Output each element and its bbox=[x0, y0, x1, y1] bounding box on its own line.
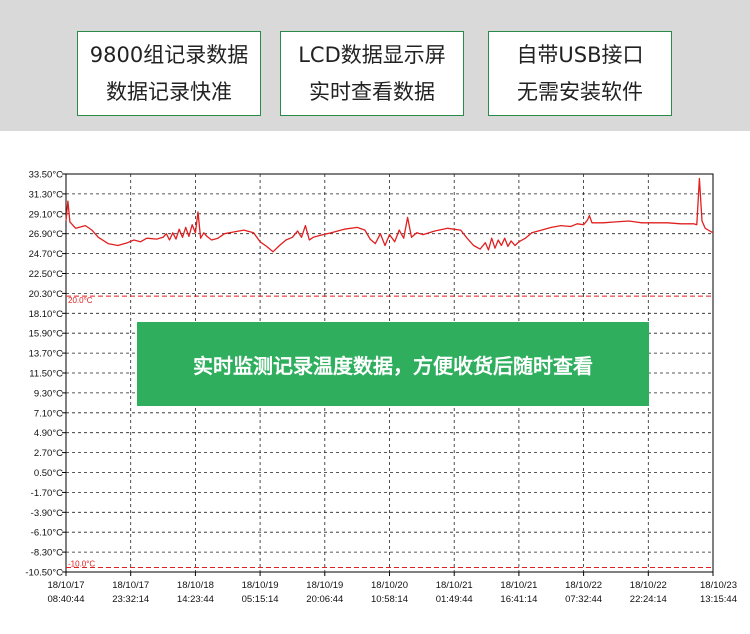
y-tick-label: -6.10°C bbox=[31, 528, 63, 539]
x-tick-date: 18/10/23 bbox=[700, 580, 737, 591]
y-tick-label: 24.70°C bbox=[29, 249, 64, 260]
feature-title: LCD数据显示屏 bbox=[298, 42, 446, 67]
x-tick-date: 18/10/21 bbox=[500, 580, 537, 591]
y-tick-label: 15.90°C bbox=[29, 329, 64, 340]
x-tick-date: 18/10/18 bbox=[177, 580, 214, 591]
x-tick-time: 08:40:44 bbox=[48, 594, 85, 605]
x-tick-time: 10:58:14 bbox=[371, 594, 408, 605]
y-tick-label: 13.70°C bbox=[29, 349, 64, 360]
y-tick-label: 33.50°C bbox=[29, 170, 64, 181]
x-tick-date: 18/10/20 bbox=[371, 580, 408, 591]
feature-subtitle: 实时查看数据 bbox=[309, 79, 435, 104]
feature-title: 自带USB接口 bbox=[516, 42, 644, 67]
y-tick-label: 20.30°C bbox=[29, 289, 64, 300]
x-tick-date: 18/10/19 bbox=[242, 580, 279, 591]
feature-title: 9800组记录数据 bbox=[89, 42, 249, 67]
x-tick-date: 18/10/17 bbox=[48, 580, 85, 591]
x-tick-date: 18/10/22 bbox=[565, 580, 602, 591]
x-tick-date: 18/10/21 bbox=[436, 580, 473, 591]
feature-box-usb: 自带USB接口 无需安装软件 bbox=[488, 31, 672, 116]
feature-subtitle: 数据记录快准 bbox=[106, 79, 232, 104]
x-tick-time: 20:06:44 bbox=[306, 594, 343, 605]
y-tick-label: 0.50°C bbox=[34, 468, 63, 479]
y-tick-label: -1.70°C bbox=[31, 488, 63, 499]
feature-box-storage: 9800组记录数据 数据记录快准 bbox=[77, 31, 261, 116]
y-tick-label: -10.50°C bbox=[25, 568, 63, 579]
y-tick-label: 22.50°C bbox=[29, 269, 64, 280]
y-tick-label: 18.10°C bbox=[29, 309, 64, 320]
y-tick-label: -8.30°C bbox=[31, 548, 63, 559]
feature-band: 9800组记录数据 数据记录快准 LCD数据显示屏 实时查看数据 自带USB接口… bbox=[0, 0, 750, 131]
banner-text: 实时监测记录温度数据，方便收货后随时查看 bbox=[193, 353, 593, 378]
x-tick-time: 07:32:44 bbox=[565, 594, 602, 605]
promo-banner: 实时监测记录温度数据，方便收货后随时查看 bbox=[137, 322, 649, 406]
feature-subtitle: 无需安装软件 bbox=[517, 79, 643, 104]
threshold-label: 20.0°C bbox=[68, 296, 93, 305]
x-tick-time: 13:15:44 bbox=[700, 594, 737, 605]
y-tick-label: 7.10°C bbox=[34, 408, 63, 419]
x-tick-time: 22:24:14 bbox=[630, 594, 667, 605]
y-tick-label: 31.30°C bbox=[29, 189, 64, 200]
y-tick-label: 9.30°C bbox=[34, 388, 63, 399]
y-tick-label: 11.50°C bbox=[29, 369, 63, 380]
y-tick-label: 4.90°C bbox=[34, 428, 63, 439]
x-tick-time: 14:23:44 bbox=[177, 594, 214, 605]
x-tick-date: 18/10/22 bbox=[630, 580, 667, 591]
feature-box-lcd: LCD数据显示屏 实时查看数据 bbox=[280, 31, 464, 116]
threshold-label: -10.0°C bbox=[68, 559, 95, 568]
y-tick-label: 26.90°C bbox=[29, 229, 64, 240]
x-tick-time: 01:49:44 bbox=[436, 594, 473, 605]
y-tick-label: 29.10°C bbox=[29, 209, 64, 220]
x-tick-time: 16:41:14 bbox=[500, 594, 537, 605]
y-tick-label: -3.90°C bbox=[31, 508, 63, 519]
x-tick-time: 23:32:14 bbox=[112, 594, 149, 605]
x-tick-date: 18/10/19 bbox=[306, 580, 343, 591]
x-tick-date: 18/10/17 bbox=[112, 580, 149, 591]
y-tick-label: 2.70°C bbox=[34, 448, 63, 459]
x-tick-time: 05:15:14 bbox=[242, 594, 279, 605]
temperature-series-line bbox=[65, 177, 714, 253]
